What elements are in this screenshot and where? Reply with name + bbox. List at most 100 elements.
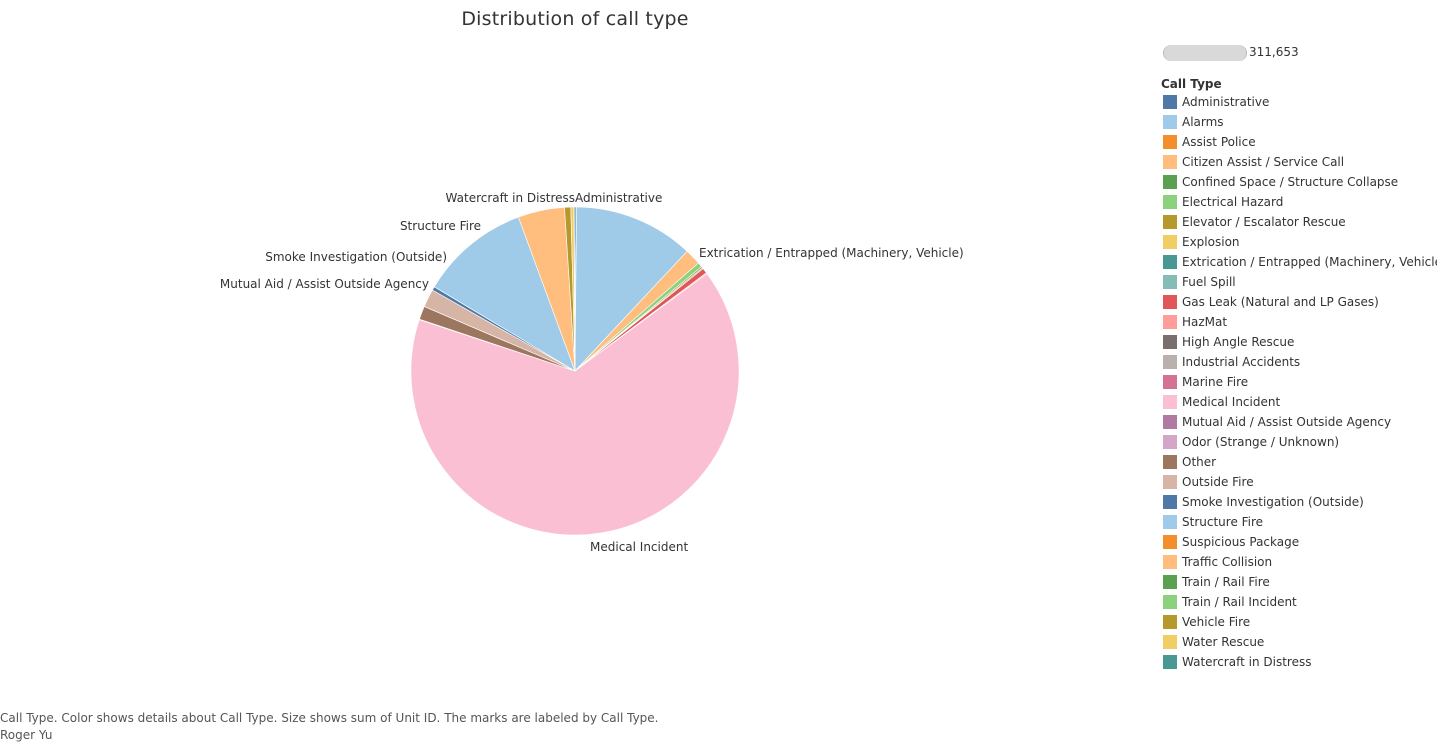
legend-item-industrial-accidents[interactable]: Industrial Accidents bbox=[1161, 352, 1437, 372]
legend-label: Fuel Spill bbox=[1182, 275, 1236, 289]
pie-slice-medical-incident[interactable] bbox=[410, 273, 740, 536]
size-legend-value: 311,653 bbox=[1249, 45, 1299, 59]
legend-swatch bbox=[1163, 575, 1177, 589]
legend-label: Alarms bbox=[1182, 115, 1224, 129]
legend-swatch bbox=[1163, 455, 1177, 469]
legend-swatch bbox=[1163, 295, 1177, 309]
legend-item-structure-fire[interactable]: Structure Fire bbox=[1161, 512, 1437, 532]
legend-swatch bbox=[1163, 435, 1177, 449]
legend-item-citizen-assist-service-call[interactable]: Citizen Assist / Service Call bbox=[1161, 152, 1437, 172]
legend-label: Assist Police bbox=[1182, 135, 1256, 149]
legend-swatch bbox=[1163, 315, 1177, 329]
legend-label: Odor (Strange / Unknown) bbox=[1182, 435, 1340, 449]
legend-label: Marine Fire bbox=[1182, 375, 1249, 389]
caption: Call Type. Color shows details about Cal… bbox=[0, 710, 659, 744]
legend-label: Structure Fire bbox=[1182, 515, 1264, 529]
legend-item-fuel-spill[interactable]: Fuel Spill bbox=[1161, 272, 1437, 292]
legend-item-electrical-hazard[interactable]: Electrical Hazard bbox=[1161, 192, 1437, 212]
legend-swatch bbox=[1163, 475, 1177, 489]
legend-label: Water Rescue bbox=[1182, 635, 1265, 649]
legend-label: Citizen Assist / Service Call bbox=[1182, 155, 1345, 169]
legend-swatch bbox=[1163, 335, 1177, 349]
legend-item-watercraft-in-distress[interactable]: Watercraft in Distress bbox=[1161, 652, 1437, 672]
pie-label-medical-incident: Medical Incident bbox=[590, 540, 688, 554]
legend-swatch bbox=[1163, 615, 1177, 629]
legend-swatch bbox=[1163, 135, 1177, 149]
legend-item-train-rail-fire[interactable]: Train / Rail Fire bbox=[1161, 572, 1437, 592]
legend-swatch bbox=[1163, 515, 1177, 529]
legend-item-confined-space-structure-collapse[interactable]: Confined Space / Structure Collapse bbox=[1161, 172, 1437, 192]
legend-item-hazmat[interactable]: HazMat bbox=[1161, 312, 1437, 332]
legend-item-smoke-investigation-outside[interactable]: Smoke Investigation (Outside) bbox=[1161, 492, 1437, 512]
legend-item-extrication-entrapped-machinery-vehicle[interactable]: Extrication / Entrapped (Machinery, Vehi… bbox=[1161, 252, 1437, 272]
legend-label: Industrial Accidents bbox=[1182, 355, 1301, 369]
legend-item-vehicle-fire[interactable]: Vehicle Fire bbox=[1161, 612, 1437, 632]
legend-swatch bbox=[1163, 215, 1177, 229]
pie-label-structure-fire: Structure Fire bbox=[400, 219, 481, 233]
legend-item-gas-leak-natural-and-lp-gases[interactable]: Gas Leak (Natural and LP Gases) bbox=[1161, 292, 1437, 312]
color-legend: Call Type Administrative Alarms Assist Pol… bbox=[1161, 76, 1437, 672]
legend-swatch bbox=[1163, 495, 1177, 509]
legend-label: High Angle Rescue bbox=[1182, 335, 1295, 349]
legend-swatch bbox=[1163, 355, 1177, 369]
caption-author: Roger Yu bbox=[0, 728, 53, 742]
legend-item-outside-fire[interactable]: Outside Fire bbox=[1161, 472, 1437, 492]
legend-swatch bbox=[1163, 175, 1177, 189]
legend-label: Extrication / Entrapped (Machinery, Vehi… bbox=[1182, 255, 1437, 269]
pie-slice-structure-fire[interactable] bbox=[433, 216, 576, 372]
legend-item-assist-police[interactable]: Assist Police bbox=[1161, 132, 1437, 152]
legend-swatch bbox=[1163, 555, 1177, 569]
legend-item-explosion[interactable]: Explosion bbox=[1161, 232, 1437, 252]
legend-label: Medical Incident bbox=[1182, 395, 1281, 409]
legend-label: HazMat bbox=[1182, 315, 1228, 329]
size-legend-pill bbox=[1163, 45, 1247, 61]
chart-title: Distribution of call type bbox=[461, 8, 689, 30]
legend-label: Other bbox=[1182, 455, 1217, 469]
legend-label: Train / Rail Incident bbox=[1182, 595, 1297, 609]
legend-items: Administrative Alarms Assist Police Citizen… bbox=[1161, 92, 1437, 672]
caption-description: Call Type. Color shows details about Cal… bbox=[0, 711, 659, 725]
pie-chart: Administrative Extrication / Entrapped (M… bbox=[220, 191, 964, 554]
pie-label-extrication-entrapped-machinery-vehicle: Extrication / Entrapped (Machinery, Vehi… bbox=[699, 246, 964, 260]
pie-label-watercraft-in-distress: Watercraft in Distress bbox=[446, 191, 575, 205]
pie-label-mutual-aid-assist-outside-agency: Mutual Aid / Assist Outside Agency bbox=[220, 277, 429, 291]
legend-swatch bbox=[1163, 655, 1177, 669]
legend-item-medical-incident[interactable]: Medical Incident bbox=[1161, 392, 1437, 412]
legend-item-traffic-collision[interactable]: Traffic Collision bbox=[1161, 552, 1437, 572]
legend-swatch bbox=[1163, 395, 1177, 409]
pie-slice-watercraft-in-distress[interactable] bbox=[573, 206, 576, 372]
legend-label: Administrative bbox=[1182, 95, 1270, 109]
legend-label: Smoke Investigation (Outside) bbox=[1182, 495, 1364, 509]
legend-swatch bbox=[1163, 115, 1177, 129]
legend-swatch bbox=[1163, 255, 1177, 269]
legend-item-train-rail-incident[interactable]: Train / Rail Incident bbox=[1161, 592, 1437, 612]
legend-swatch bbox=[1163, 375, 1177, 389]
legend-label: Explosion bbox=[1182, 235, 1240, 249]
legend-item-high-angle-rescue[interactable]: High Angle Rescue bbox=[1161, 332, 1437, 352]
legend-item-alarms[interactable]: Alarms bbox=[1161, 112, 1437, 132]
legend-item-mutual-aid-assist-outside-agency[interactable]: Mutual Aid / Assist Outside Agency bbox=[1161, 412, 1437, 432]
pie-label-smoke-investigation-outside: Smoke Investigation (Outside) bbox=[265, 250, 447, 264]
legend-title: Call Type bbox=[1161, 77, 1222, 91]
legend-item-water-rescue[interactable]: Water Rescue bbox=[1161, 632, 1437, 652]
legend-label: Watercraft in Distress bbox=[1182, 655, 1312, 669]
legend-item-elevator-escalator-rescue[interactable]: Elevator / Escalator Rescue bbox=[1161, 212, 1437, 232]
legend-swatch bbox=[1163, 415, 1177, 429]
legend-swatch bbox=[1163, 235, 1177, 249]
legend-swatch bbox=[1163, 95, 1177, 109]
legend-label: Suspicious Package bbox=[1182, 535, 1300, 549]
pie-slice-alarms[interactable] bbox=[574, 206, 688, 372]
legend-label: Outside Fire bbox=[1182, 475, 1254, 489]
legend-item-administrative[interactable]: Administrative bbox=[1161, 92, 1437, 112]
legend-swatch bbox=[1163, 275, 1177, 289]
legend-label: Confined Space / Structure Collapse bbox=[1182, 175, 1399, 189]
legend-item-marine-fire[interactable]: Marine Fire bbox=[1161, 372, 1437, 392]
legend-swatch bbox=[1163, 535, 1177, 549]
legend-label: Elevator / Escalator Rescue bbox=[1182, 215, 1346, 229]
legend-item-suspicious-package[interactable]: Suspicious Package bbox=[1161, 532, 1437, 552]
legend-label: Vehicle Fire bbox=[1182, 615, 1251, 629]
legend-item-odor-strange-unknown[interactable]: Odor (Strange / Unknown) bbox=[1161, 432, 1437, 452]
legend-label: Gas Leak (Natural and LP Gases) bbox=[1182, 295, 1379, 309]
legend-swatch bbox=[1163, 155, 1177, 169]
legend-item-other[interactable]: Other bbox=[1161, 452, 1437, 472]
